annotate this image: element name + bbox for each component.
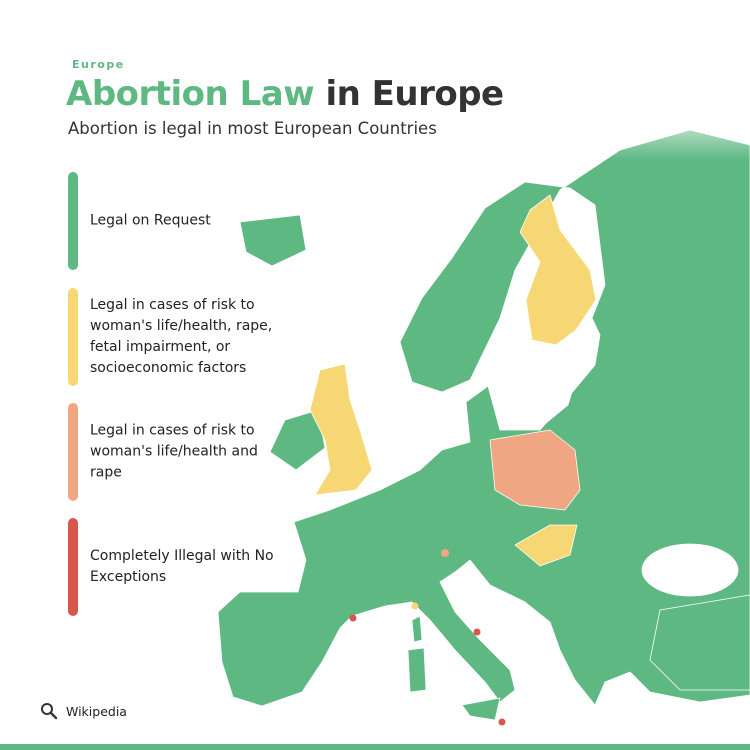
finland [519,194,597,346]
subtitle: Abortion is legal in most European Count… [68,119,437,138]
bottom-line [0,744,750,750]
legend-label: Legal in cases of risk to woman's life/h… [90,297,273,376]
andorra [349,614,357,622]
legend-label: Legal in cases of risk to woman's life/h… [90,422,258,481]
legend-swatch [68,518,78,616]
poland [489,429,581,511]
sicily [461,697,501,721]
source: Wikipedia [40,702,127,720]
iceland [239,214,307,267]
legend-item: Legal on Request [68,172,298,270]
legend-label: Legal on Request [90,212,211,229]
legend-label: Completely Illegal with No Exceptions [90,548,274,585]
source-text: Wikipedia [66,703,127,719]
mainland [217,129,750,707]
black-sea [641,543,739,597]
legend-swatch [68,172,78,270]
united-kingdom [309,363,373,496]
malta [498,718,506,726]
corsica [411,615,423,643]
legend-swatch [68,403,78,501]
legend-item: Legal in cases of risk to woman's life/h… [68,288,298,386]
title-highlight: Abortion Law [66,74,315,114]
eyebrow: Europe [72,58,125,71]
monaco [411,602,419,610]
liechtenstein [441,549,449,557]
turkey [649,594,750,691]
legend-item: Completely Illegal with No Exceptions [68,518,298,616]
legend-item: Legal in cases of risk to woman's life/h… [68,403,298,501]
hungary [514,524,578,567]
search-icon [41,703,58,720]
legend-swatch [68,288,78,386]
title-rest: in Europe [325,74,504,114]
vatican [473,628,481,636]
sardinia [407,647,427,693]
title: Abortion Law in Europe [66,74,504,114]
fade [600,100,750,160]
